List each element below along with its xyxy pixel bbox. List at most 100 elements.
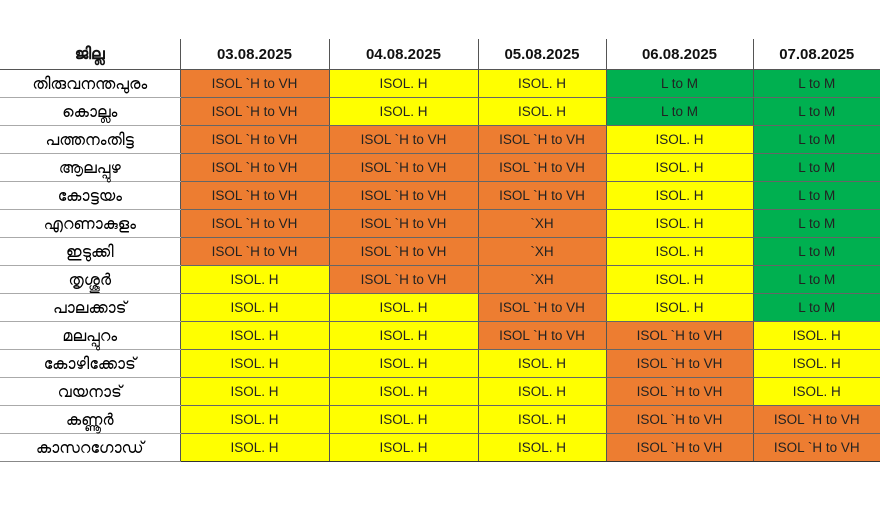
- alert-cell: ISOL. H: [328, 405, 478, 434]
- table-row: കോട്ടയം ISOL `H to VH ISOL `H to VH ISOL `H…: [0, 181, 880, 210]
- district-name: തൃശ്ശൂർ: [0, 265, 180, 294]
- table-row: എറണാകുളം ISOL `H to VH ISOL `H to VH `XH ISO…: [0, 209, 880, 238]
- header-district: ജില്ല: [0, 39, 180, 70]
- alert-cell: ISOL. H: [179, 321, 329, 350]
- alert-cell: L to M: [752, 237, 880, 266]
- alert-cell: ISOL `H to VH: [605, 349, 753, 378]
- alert-cell: ISOL. H: [477, 97, 606, 126]
- alert-cell: L to M: [752, 181, 880, 210]
- alert-cell: ISOL. H: [328, 293, 478, 322]
- alert-cell: ISOL. H: [179, 349, 329, 378]
- alert-cell: ISOL. H: [328, 433, 478, 462]
- district-name: കോഴിക്കോട്: [0, 349, 180, 378]
- alert-cell: ISOL. H: [477, 377, 606, 406]
- table-row: ഇടുക്കി ISOL `H to VH ISOL `H to VH `XH ISOL…: [0, 237, 880, 266]
- alert-cell: ISOL. H: [328, 69, 478, 98]
- alert-cell: ISOL `H to VH: [477, 321, 606, 350]
- alert-cell: ISOL. H: [477, 405, 606, 434]
- table-row: മലപ്പുറം ISOL. H ISOL. H ISOL `H to VH ISOL …: [0, 321, 880, 350]
- district-name: കാസറഗോഡ്: [0, 433, 180, 462]
- alert-cell: ISOL `H to VH: [605, 377, 753, 406]
- district-name: കോട്ടയം: [0, 181, 180, 210]
- alert-cell: ISOL. H: [477, 433, 606, 462]
- table-row: ആലപ്പുഴ ISOL `H to VH ISOL `H to VH ISOL `H…: [0, 153, 880, 182]
- district-name: വയനാട്: [0, 377, 180, 406]
- alert-cell: ISOL. H: [328, 321, 478, 350]
- alert-cell: L to M: [605, 69, 753, 98]
- alert-cell: ISOL `H to VH: [752, 405, 880, 434]
- district-name: തിരുവനന്തപുരം: [0, 69, 180, 98]
- alert-cell: L to M: [752, 265, 880, 294]
- alert-cell: L to M: [752, 125, 880, 154]
- table-row: വയനാട് ISOL. H ISOL. H ISOL. H ISOL `H to VH…: [0, 377, 880, 406]
- alert-cell: ISOL `H to VH: [477, 125, 606, 154]
- alert-cell: ISOL. H: [605, 293, 753, 322]
- alert-cell: `XH: [477, 209, 606, 238]
- alert-cell: ISOL `H to VH: [179, 69, 329, 98]
- alert-cell: ISOL `H to VH: [328, 265, 478, 294]
- header-date: 06.08.2025: [605, 39, 753, 70]
- district-name: കണ്ണൂർ: [0, 405, 180, 434]
- alert-cell: ISOL. H: [477, 349, 606, 378]
- alert-cell: ISOL `H to VH: [328, 181, 478, 210]
- alert-cell: ISOL `H to VH: [179, 237, 329, 266]
- header-row: ജില്ല 03.08.2025 04.08.2025 05.08.2025 0…: [0, 39, 880, 70]
- header-date: 05.08.2025: [477, 39, 606, 70]
- district-name: മലപ്പുറം: [0, 321, 180, 350]
- alert-cell: `XH: [477, 237, 606, 266]
- alert-cell: L to M: [752, 153, 880, 182]
- alert-cell: ISOL. H: [752, 349, 880, 378]
- alert-cell: ISOL. H: [752, 377, 880, 406]
- alert-cell: ISOL. H: [179, 293, 329, 322]
- district-name: കൊല്ലം: [0, 97, 180, 126]
- header-date: 03.08.2025: [179, 39, 329, 70]
- alert-cell: `XH: [477, 265, 606, 294]
- table-row: കാസറഗോഡ് ISOL. H ISOL. H ISOL. H ISOL `H to …: [0, 433, 880, 462]
- alert-cell: ISOL `H to VH: [179, 153, 329, 182]
- alert-cell: ISOL. H: [477, 69, 606, 98]
- district-name: എറണാകുളം: [0, 209, 180, 238]
- alert-cell: ISOL `H to VH: [328, 237, 478, 266]
- alert-cell: ISOL. H: [605, 153, 753, 182]
- header-date: 07.08.2025: [752, 39, 880, 70]
- alert-cell: ISOL. H: [179, 405, 329, 434]
- alert-cell: ISOL `H to VH: [605, 321, 753, 350]
- alert-cell: ISOL. H: [328, 377, 478, 406]
- alert-cell: ISOL `H to VH: [605, 405, 753, 434]
- alert-cell: ISOL `H to VH: [605, 433, 753, 462]
- alert-cell: ISOL. H: [179, 265, 329, 294]
- alert-cell: ISOL. H: [605, 265, 753, 294]
- alert-cell: ISOL `H to VH: [328, 153, 478, 182]
- table-row: പത്തനംതിട്ട ISOL `H to VH ISOL `H to VH ISO…: [0, 125, 880, 154]
- alert-cell: ISOL. H: [328, 97, 478, 126]
- rainfall-alert-table: ജില്ല 03.08.2025 04.08.2025 05.08.2025 0…: [0, 39, 880, 462]
- alert-cell: ISOL. H: [752, 321, 880, 350]
- alert-cell: ISOL `H to VH: [477, 153, 606, 182]
- district-name: ഇടുക്കി: [0, 237, 180, 266]
- alert-cell: L to M: [752, 69, 880, 98]
- table-row: പാലക്കാട് ISOL. H ISOL. H ISOL `H to VH ISOL…: [0, 293, 880, 322]
- alert-cell: ISOL. H: [605, 209, 753, 238]
- district-name: പാലക്കാട്: [0, 293, 180, 322]
- header-date: 04.08.2025: [328, 39, 478, 70]
- alert-cell: ISOL. H: [179, 433, 329, 462]
- alert-cell: L to M: [752, 97, 880, 126]
- alert-cell: ISOL `H to VH: [328, 209, 478, 238]
- alert-cell: ISOL `H to VH: [179, 97, 329, 126]
- alert-cell: ISOL `H to VH: [752, 433, 880, 462]
- alert-cell: ISOL. H: [605, 125, 753, 154]
- alert-cell: ISOL `H to VH: [179, 125, 329, 154]
- alert-cell: ISOL `H to VH: [179, 181, 329, 210]
- alert-cell: L to M: [752, 293, 880, 322]
- district-name: പത്തനംതിട്ട: [0, 125, 180, 154]
- table-row: കണ്ണൂർ ISOL. H ISOL. H ISOL. H ISOL `H to VH…: [0, 405, 880, 434]
- alert-cell: ISOL `H to VH: [477, 293, 606, 322]
- alert-cell: L to M: [752, 209, 880, 238]
- alert-cell: ISOL. H: [179, 377, 329, 406]
- alert-cell: ISOL. H: [328, 349, 478, 378]
- district-name: ആലപ്പുഴ: [0, 153, 180, 182]
- alert-cell: ISOL `H to VH: [328, 125, 478, 154]
- alert-cell: ISOL `H to VH: [179, 209, 329, 238]
